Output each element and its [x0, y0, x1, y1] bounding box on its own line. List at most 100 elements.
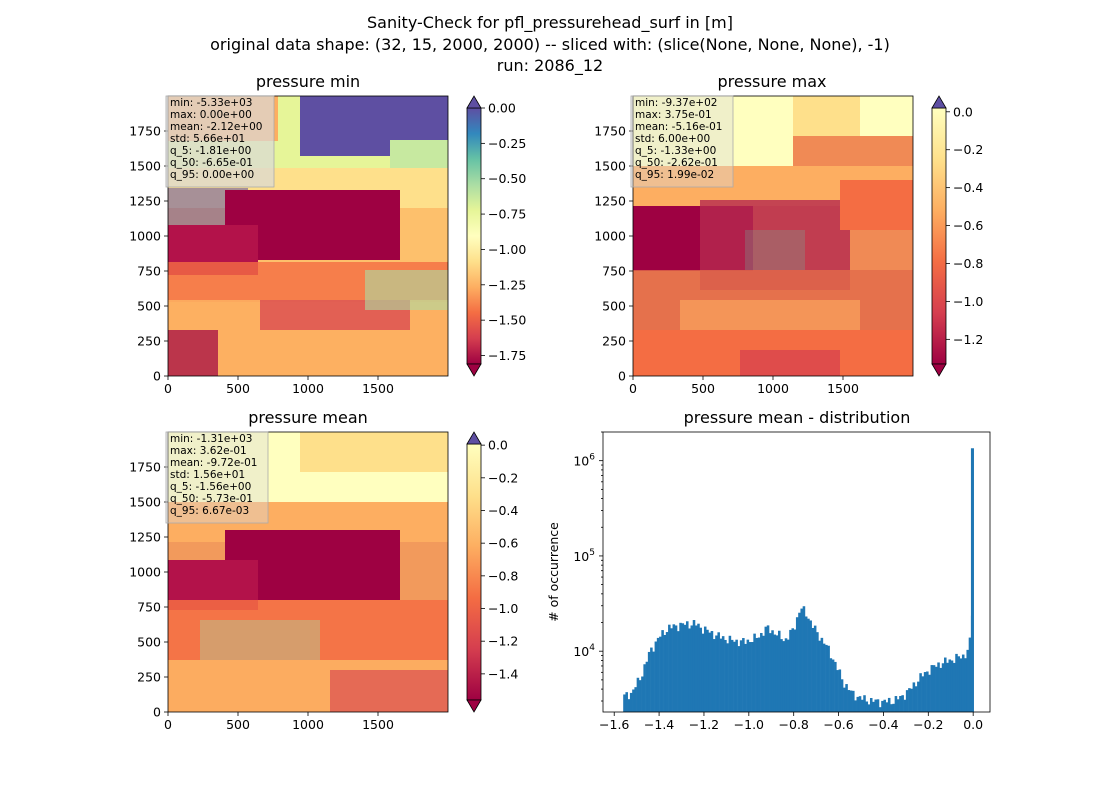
- histogram-bar: [708, 632, 711, 712]
- histogram-bar: [865, 701, 869, 712]
- histogram-bar: [728, 635, 732, 712]
- histogram-bar: [899, 695, 902, 712]
- histogram-bar: [730, 639, 734, 712]
- histogram-bar: [834, 661, 837, 712]
- histogram-bar: [636, 677, 640, 712]
- histogram-bar: [782, 641, 786, 712]
- x-tick-label: −1.6: [599, 717, 629, 732]
- y-tick-label: 1500: [594, 159, 626, 174]
- stat-line: mean: -2.12e+00: [170, 121, 262, 133]
- histogram-bar: [876, 699, 880, 712]
- histogram-bar: [955, 653, 958, 712]
- histogram-bar: [838, 669, 842, 712]
- histogram-bar: [935, 666, 938, 712]
- panel-title-pressure-max: pressure max: [717, 72, 826, 91]
- histogram-bar: [869, 698, 873, 712]
- histogram-bar: [944, 657, 947, 712]
- histogram-bar: [760, 632, 763, 712]
- figure-title-line-3: run: 2086_12: [496, 56, 604, 75]
- histogram-bar: [948, 659, 952, 712]
- histogram-bar: [818, 640, 821, 712]
- histogram-bar: [753, 633, 756, 712]
- histogram-bar: [719, 638, 723, 712]
- colorbar-tick-label: −1.0: [953, 294, 983, 309]
- stats-box-pressure-max: min: -9.37e+02 max: 3.75e-01 mean: -5.16…: [630, 95, 734, 188]
- y-tick-label: 250: [602, 334, 626, 349]
- colorbar-tick-label: −1.25: [488, 277, 526, 292]
- histogram-bar: [827, 645, 830, 712]
- y-tick-label: 106: [573, 453, 595, 469]
- colorbar-tick-label: −1.75: [488, 348, 526, 363]
- histogram-bar: [829, 658, 833, 712]
- stat-line: q_50: -2.62e-01: [635, 157, 718, 169]
- colorbar-tick-label: 0.0: [953, 104, 973, 119]
- histogram-bar: [641, 676, 644, 712]
- histogram-bar: [789, 629, 792, 712]
- y-tick-label: 750: [137, 600, 161, 615]
- histogram-bar: [710, 631, 714, 712]
- panel-pressure-max: pressure max 0 500 1000 1500 0 250 500 750 1000 1…: [594, 72, 983, 396]
- histogram-bar: [959, 658, 963, 712]
- histogram-bar: [791, 628, 794, 712]
- y-tick-label: 1000: [594, 229, 626, 244]
- histogram-bar: [692, 620, 696, 712]
- stat-line: q_95: 6.67e-03: [170, 505, 249, 517]
- histogram-bar: [939, 667, 943, 712]
- colorbar-tick-label: −1.0: [488, 601, 518, 616]
- histogram-bar: [809, 620, 812, 712]
- colorbar-tick-label: −0.75: [488, 207, 526, 222]
- histogram-bar: [654, 641, 658, 712]
- stat-line: std: 6.00e+00: [635, 133, 710, 145]
- colorbar-tick-label: −0.2: [953, 142, 983, 157]
- histogram-bar: [930, 665, 934, 712]
- histogram-bar: [861, 699, 864, 712]
- histogram-bar: [957, 656, 961, 712]
- x-tick-label: −0.4: [868, 717, 898, 732]
- panel-pressure-min: pressure min 0 500 1000 1500 0 250 500 750 1000 1…: [129, 72, 526, 396]
- x-tick-label: 500: [691, 381, 715, 396]
- histogram-bar: [914, 686, 918, 712]
- histogram-bar: [825, 644, 828, 712]
- histogram-bar: [854, 700, 857, 712]
- stats-box-pressure-min: min: -5.33e+03 max: 0.00e+00 mean: -2.12…: [165, 95, 275, 188]
- histogram-bar: [793, 629, 797, 712]
- histogram-bar: [632, 689, 635, 712]
- histogram-bar: [663, 634, 667, 712]
- histogram-bars: [623, 448, 974, 712]
- panel-pressure-mean: pressure mean 0 500 1000 1500 0 250 500 750 1000…: [129, 408, 518, 732]
- histogram-bar: [795, 617, 799, 712]
- histogram-bar: [840, 679, 844, 712]
- histogram-bar: [901, 695, 904, 712]
- histogram-bar: [923, 672, 927, 712]
- heatmap-pressure-mean: [168, 432, 448, 712]
- colorbar-pressure-mean: 0.0 −0.2 −0.4 −0.6 −0.8 −1.0 −1.2 −1.4: [466, 431, 518, 713]
- histogram-bar: [699, 627, 703, 712]
- colorbar-tick-label: −1.50: [488, 313, 526, 328]
- histogram-y-label: # of occurrence: [546, 522, 561, 622]
- histogram-bar: [726, 643, 729, 712]
- histogram-bar: [737, 646, 741, 712]
- histogram-bar: [623, 694, 626, 712]
- y-tick-label: 105: [573, 548, 595, 564]
- histogram-bar: [688, 628, 691, 712]
- histogram-bar: [804, 616, 808, 712]
- histogram-bar: [665, 632, 669, 712]
- histogram-bar: [645, 661, 649, 712]
- colorbar-tick-label: −0.4: [953, 180, 983, 195]
- colorbar-tick-label: −0.4: [488, 503, 518, 518]
- colorbar-tick-label: −1.2: [488, 634, 518, 649]
- histogram-bar: [748, 642, 752, 712]
- colorbar-tick-label: −0.8: [953, 256, 983, 271]
- histogram-bar: [670, 628, 673, 712]
- y-tick-label: 250: [137, 670, 161, 685]
- stat-line: min: -5.33e+03: [170, 97, 252, 109]
- stat-line: mean: -5.16e-01: [635, 121, 722, 133]
- histogram-bar: [813, 625, 817, 712]
- colorbar-tick-label: 0.00: [488, 101, 516, 116]
- stat-line: q_95: 0.00e+00: [170, 169, 254, 181]
- histogram-bar: [634, 687, 637, 712]
- histogram-bar: [917, 681, 920, 712]
- figure-title-line-1: Sanity-Check for pfl_pressurehead_surf i…: [367, 13, 733, 32]
- histogram-bar: [703, 626, 707, 712]
- colorbar-pressure-max: 0.0 −0.2 −0.4 −0.6 −0.8 −1.0 −1.2: [931, 95, 983, 377]
